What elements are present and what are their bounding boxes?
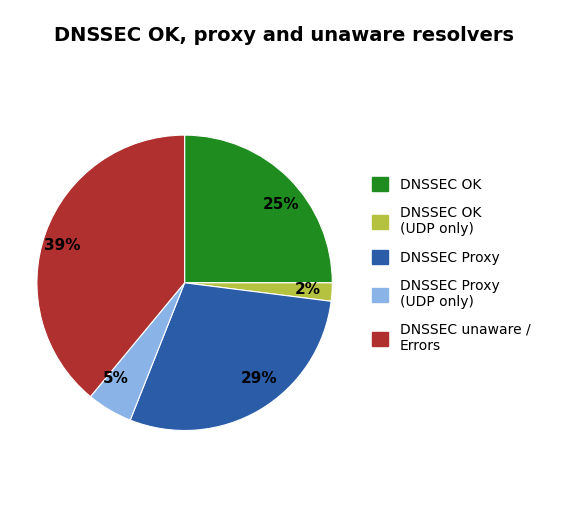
Text: 2%: 2% (295, 282, 321, 297)
Text: 25%: 25% (263, 197, 299, 212)
Wedge shape (90, 283, 185, 420)
Wedge shape (130, 283, 331, 430)
Legend: DNSSEC OK, DNSSEC OK
(UDP only), DNSSEC Proxy, DNSSEC Proxy
(UDP only), DNSSEC u: DNSSEC OK, DNSSEC OK (UDP only), DNSSEC … (365, 170, 537, 360)
Text: 39%: 39% (44, 238, 81, 253)
Text: 29%: 29% (241, 371, 278, 386)
Wedge shape (37, 135, 185, 396)
Wedge shape (185, 135, 332, 283)
Text: 5%: 5% (102, 371, 128, 386)
Text: DNSSEC OK, proxy and unaware resolvers: DNSSEC OK, proxy and unaware resolvers (54, 26, 514, 45)
Wedge shape (185, 283, 332, 301)
